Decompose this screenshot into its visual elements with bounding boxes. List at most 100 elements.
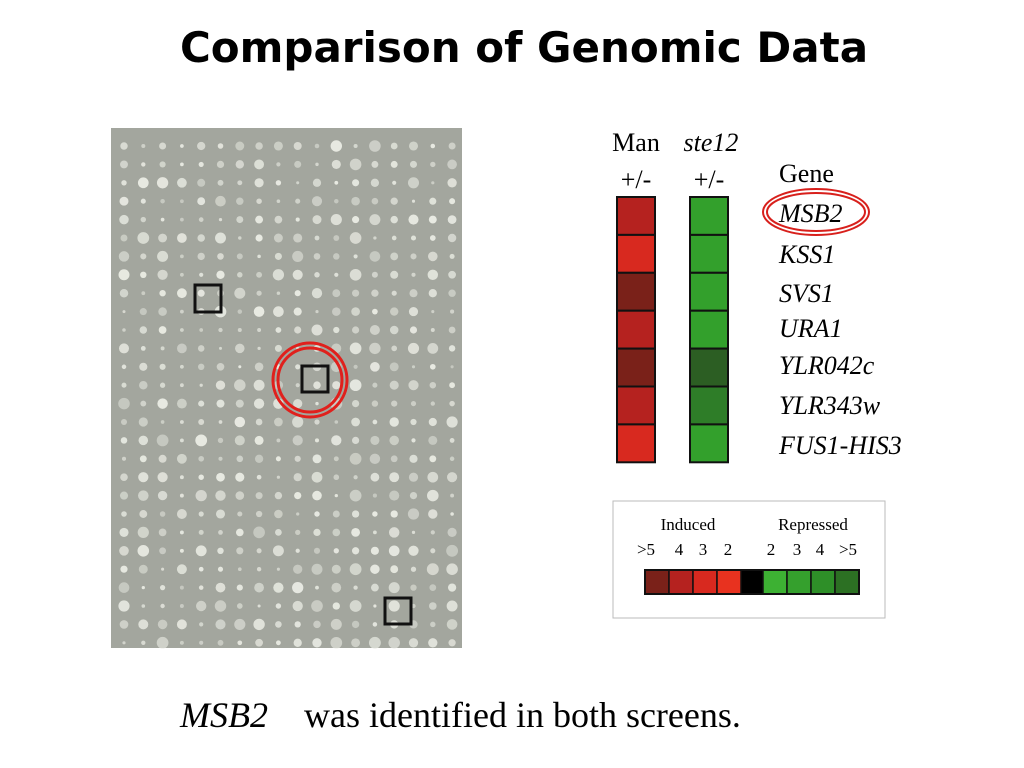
colony: [448, 289, 456, 297]
heatmap-cell: [616, 347, 656, 388]
colony: [157, 472, 168, 483]
colony: [274, 344, 282, 352]
colony: [253, 526, 265, 539]
colony: [272, 545, 284, 557]
title: Comparison of Genomic Data: [180, 23, 868, 72]
colony: [176, 398, 187, 409]
colony: [370, 435, 380, 445]
colony: [237, 180, 243, 186]
colony: [274, 417, 283, 427]
colony: [330, 636, 343, 649]
heatmap-cell: [616, 196, 656, 236]
colony: [197, 363, 205, 371]
colony: [138, 619, 149, 630]
colony: [389, 362, 399, 372]
colony: [430, 161, 436, 168]
colony: [254, 454, 264, 463]
colony: [371, 160, 379, 168]
colony: [409, 326, 418, 334]
colony: [234, 379, 246, 391]
colony: [430, 401, 435, 406]
colony: [294, 326, 302, 334]
colony: [314, 272, 320, 278]
colony: [448, 142, 456, 150]
colony: [177, 233, 187, 243]
colony: [156, 636, 169, 649]
colony: [332, 528, 341, 537]
colony: [199, 640, 204, 645]
colony: [293, 307, 302, 316]
colony: [352, 326, 360, 334]
colony: [157, 250, 169, 262]
heatmap-cell: [689, 423, 729, 464]
colony: [236, 455, 244, 463]
colony: [392, 180, 397, 185]
colony: [214, 600, 227, 612]
colony: [215, 195, 226, 207]
colony: [121, 511, 127, 517]
colony: [408, 214, 419, 225]
colony: [371, 289, 379, 297]
colony: [349, 600, 362, 612]
colony: [275, 621, 282, 628]
colony: [199, 622, 204, 627]
colony: [255, 638, 263, 647]
colony: [217, 639, 224, 646]
heatmap-cell: [689, 385, 729, 426]
colony: [368, 636, 381, 649]
colony: [349, 452, 362, 465]
colony: [139, 362, 148, 371]
colony: [141, 143, 146, 149]
colony: [276, 291, 281, 295]
colony: [446, 600, 458, 612]
gene-name: FUS1-HIS3: [778, 431, 902, 460]
heatmap-cell: [616, 423, 656, 464]
colony: [160, 346, 165, 351]
colony: [120, 473, 128, 481]
colony: [351, 638, 361, 648]
colony: [237, 272, 243, 278]
colony: [314, 235, 320, 241]
colony: [446, 563, 458, 575]
colony: [157, 490, 168, 501]
colony: [157, 619, 168, 630]
colony: [197, 141, 206, 151]
colony: [216, 270, 225, 279]
colony: [139, 380, 148, 390]
colony: [293, 473, 302, 482]
colony: [293, 564, 303, 574]
gene-name: KSS1: [778, 240, 835, 269]
colony: [256, 548, 262, 554]
colony: [216, 399, 225, 408]
colony: [352, 179, 360, 187]
colony: [236, 584, 243, 591]
colony: [218, 217, 223, 222]
colony: [447, 159, 457, 170]
colony: [141, 604, 146, 608]
colony: [216, 160, 225, 169]
colony: [295, 198, 301, 204]
colony: [408, 141, 419, 151]
colony: [314, 143, 320, 149]
colony: [446, 416, 458, 428]
colony: [237, 640, 243, 646]
colony: [235, 343, 245, 354]
colony: [238, 365, 242, 369]
legend-swatch: [692, 569, 718, 595]
gene-name: SVS1: [779, 279, 834, 308]
colony: [276, 475, 281, 479]
colony: [389, 417, 399, 427]
colony: [311, 324, 323, 336]
colony: [391, 290, 397, 296]
colony: [295, 364, 301, 370]
colony: [122, 328, 126, 332]
colony: [138, 564, 148, 574]
colony: [353, 475, 358, 480]
colony: [120, 160, 128, 169]
heatmap-cell: [616, 309, 656, 350]
colony: [256, 474, 262, 480]
legend-swatch: [834, 569, 860, 595]
colony: [330, 618, 342, 630]
colony: [235, 491, 245, 500]
colony: [446, 544, 459, 557]
